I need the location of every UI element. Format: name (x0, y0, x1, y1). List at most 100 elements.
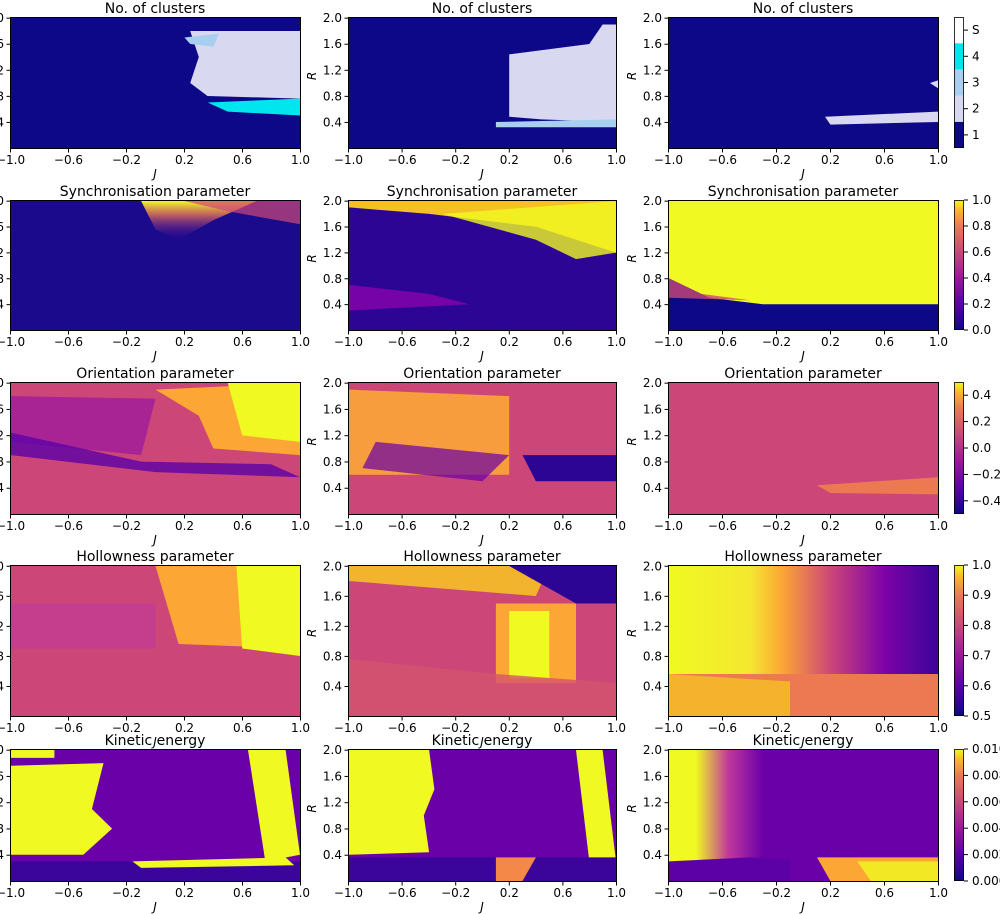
panel-1-1: −1.0 −0.6 −0.2 0.2 0.6 1.0 0.4 0.8 1.2 1.6 2.0 J R Sy… (305, 184, 626, 363)
x-tick-label: −1.0 (0, 721, 25, 735)
colorbar-gradient (954, 749, 964, 881)
panel-2-1: −1.0 −0.6 −0.2 0.2 0.6 1.0 0.4 0.8 1.2 1.6 2.0 J R Or… (305, 366, 626, 547)
heatmap-region (11, 432, 300, 478)
axes-frame (10, 565, 301, 717)
colorbar-tick-label: 0.002 (972, 848, 1000, 862)
x-axis-label: J (151, 533, 157, 547)
y-tick-label: 0.4 (0, 481, 4, 495)
x-axis-label: J (799, 349, 805, 363)
x-tick-label: −0.6 (388, 886, 417, 900)
heatmap-region (190, 31, 300, 99)
panel-3-2: −1.0 −0.6 −0.2 0.2 0.6 1.0 0.4 0.8 1.2 1.6 2.0 J R Ho… (625, 549, 948, 749)
y-tick-label: 0.8 (323, 272, 342, 286)
x-tick-label: −0.2 (112, 721, 141, 735)
heatmap-region (349, 284, 470, 311)
x-tick-label: −1.0 (654, 519, 683, 533)
y-tick-label: 0.8 (643, 272, 662, 286)
x-tick-label: 1.0 (929, 153, 948, 167)
colorbar-frame (954, 565, 964, 716)
x-tick-label: −0.2 (112, 886, 141, 900)
x-tick-label: 0.6 (233, 335, 252, 349)
y-tick-label: 1.6 (323, 402, 342, 416)
y-tick-label: 1.2 (0, 796, 4, 810)
x-tick-label: 0.6 (553, 335, 572, 349)
panel-3-0: −1.0−0.6−0.20.20.61.00.40.81.21.62.0JRHo… (0, 549, 310, 749)
y-tick-label: 1.6 (643, 769, 662, 783)
x-tick-label: −0.6 (54, 886, 83, 900)
panel-0-1: −1.0 −0.6 −0.2 0.2 0.6 1.0 0.4 0.8 1.2 1.6 2.0 J R No… (305, 1, 626, 181)
panel-title: Synchronisation parameter (708, 184, 899, 200)
y-tick-label: 1.6 (643, 589, 662, 603)
x-axis-label: J (799, 167, 805, 181)
y-tick-label: 1.2 (323, 619, 342, 633)
x-tick-label: −0.2 (762, 335, 791, 349)
y-tick-label: 0.8 (323, 89, 342, 103)
heatmap-region (11, 396, 156, 456)
colorbar-frame (954, 17, 964, 148)
y-tick-label: 0.4 (323, 679, 342, 693)
panel-0-0: −1.0−0.6−0.20.20.61.00.40.81.21.62.0JRNo… (0, 1, 310, 181)
x-axis-label: J (478, 735, 484, 749)
panel-title: Hollowness parameter (403, 549, 561, 565)
y-tick-label: 0.8 (643, 455, 662, 469)
x-tick-label: −1.0 (654, 721, 683, 735)
y-tick-label: 0.8 (0, 272, 4, 286)
heatmap-region (11, 763, 113, 855)
y-tick-label: 1.6 (0, 37, 4, 51)
panel-title: No. of clusters (432, 1, 533, 17)
x-axis-label: J (799, 900, 805, 914)
colorbar-tick-label: 0.0 (972, 441, 991, 455)
heatmap-region (349, 750, 435, 855)
axes-frame (10, 17, 301, 149)
heatmap-region (11, 603, 156, 649)
colorbar-tick-label: −0.2 (972, 467, 1000, 481)
x-tick-label: −0.6 (708, 153, 737, 167)
colorbar-tick-label: 0.8 (972, 219, 991, 233)
x-tick-label: 1.0 (929, 335, 948, 349)
x-tick-label: −0.6 (388, 153, 417, 167)
x-axis-label: J (151, 735, 157, 749)
y-tick-label: 0.8 (643, 822, 662, 836)
x-axis-label: J (478, 167, 484, 181)
heatmap-region (349, 659, 616, 716)
axes-frame (668, 17, 939, 149)
x-tick-label: −1.0 (0, 335, 25, 349)
y-tick-label: 0.8 (643, 649, 662, 663)
y-tick-label: 1.6 (0, 220, 4, 234)
panel-title: Kinetic energy (105, 733, 206, 749)
heatmap-region (495, 119, 616, 128)
x-tick-label: 1.0 (607, 886, 626, 900)
heatmap-region (11, 750, 55, 758)
heatmap-region (207, 98, 300, 116)
x-tick-label: −1.0 (334, 721, 363, 735)
y-tick-label: 1.6 (643, 402, 662, 416)
y-tick-label: 2.0 (323, 11, 342, 25)
heatmap-region (349, 566, 550, 596)
y-tick-label: 0.4 (323, 481, 342, 495)
x-tick-label: 1.0 (929, 721, 948, 735)
colorbar-4: 0.000 0.002 0.004 0.006 0.008 0.010 (954, 742, 1000, 888)
y-tick-label: 0.8 (643, 89, 662, 103)
y-tick-label: 1.2 (643, 619, 662, 633)
panel-2-2: −1.0 −0.6 −0.2 0.2 0.6 1.0 0.4 0.8 1.2 1.6 2.0 J R Or… (625, 366, 948, 547)
x-tick-label: −0.2 (112, 335, 141, 349)
x-tick-label: −1.0 (654, 886, 683, 900)
y-axis-label: R (305, 804, 319, 812)
axes-frame (348, 17, 617, 149)
x-tick-label: −1.0 (334, 153, 363, 167)
y-tick-label: 2.0 (323, 559, 342, 573)
x-tick-label: −0.6 (708, 721, 737, 735)
panel-title: Kinetic energy (432, 733, 533, 749)
x-tick-label: 0.6 (233, 153, 252, 167)
colorbar-tick-label: 0.7 (972, 649, 991, 663)
heatmap-region (509, 24, 616, 122)
colorbar-frame (954, 200, 964, 330)
panel-4-2: −1.0 −0.6 −0.2 0.2 0.6 1.0 0.4 0.8 1.2 1.6 2.0 J R Ki… (625, 733, 948, 914)
x-tick-label: −0.6 (388, 721, 417, 735)
y-tick-label: 0.4 (0, 848, 4, 862)
x-tick-label: 0.6 (553, 153, 572, 167)
panel-0-2: −1.0 −0.6 −0.2 0.2 0.6 1.0 0.4 0.8 1.2 1.6 2.0 J R No… (625, 1, 948, 181)
colorbar-tick-label: 0.6 (972, 679, 991, 693)
x-tick-label: −0.6 (54, 153, 83, 167)
